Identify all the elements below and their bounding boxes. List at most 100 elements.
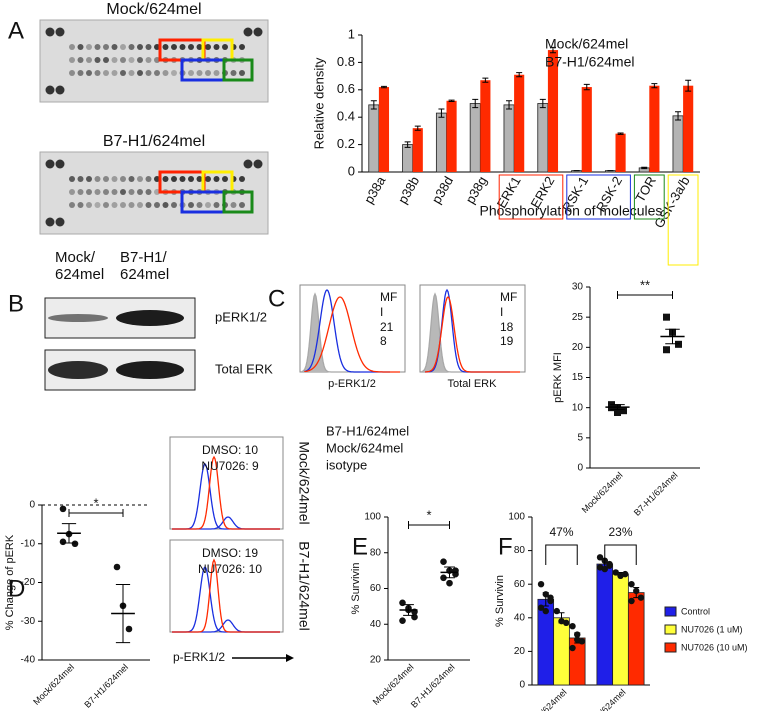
label: DMSO: 10	[202, 443, 258, 457]
data-point	[440, 574, 447, 582]
spot	[145, 176, 152, 182]
data-point	[547, 594, 554, 601]
spot	[213, 44, 220, 50]
bar	[503, 104, 515, 173]
spot	[111, 189, 118, 195]
highlight-box	[222, 190, 254, 214]
bar	[649, 85, 660, 172]
y-tick-label: 15	[572, 372, 584, 383]
x-tick-label: p38b	[395, 174, 422, 207]
spot	[55, 85, 65, 95]
band	[48, 314, 108, 322]
data-point	[606, 562, 613, 569]
bar	[672, 115, 684, 173]
label: NU7026: 9	[201, 459, 259, 473]
y-tick-label: 1	[348, 26, 355, 41]
error-bar	[482, 77, 489, 83]
panel-letter: A	[8, 17, 24, 44]
y-tick-label: 25	[572, 312, 584, 323]
spot	[94, 189, 101, 195]
spot	[128, 202, 135, 208]
label: 19	[500, 334, 514, 348]
spot	[128, 70, 135, 76]
spot	[154, 70, 160, 76]
data-point	[542, 607, 549, 615]
spot	[196, 70, 203, 76]
spot	[253, 159, 263, 169]
y-tick-label: -10	[21, 538, 36, 549]
panel-letter: C	[268, 285, 285, 312]
x-tick-label: Mock/624mel	[580, 470, 625, 515]
error-bar	[516, 72, 523, 78]
y-tick-label: 60	[370, 583, 382, 594]
legend-entry: Mock/624mel	[545, 36, 628, 52]
bar	[596, 563, 614, 686]
bracket	[545, 544, 578, 565]
legend-swatch	[664, 624, 677, 635]
data-point	[601, 565, 608, 573]
spot	[128, 44, 135, 50]
y-tick-label: 0	[348, 163, 355, 178]
annotation: 47%	[549, 525, 573, 539]
error-bar	[115, 583, 131, 644]
spot	[77, 44, 84, 50]
spot	[137, 202, 143, 208]
data-point	[563, 619, 570, 627]
y-tick-label: 0.8	[337, 54, 355, 69]
data-point	[125, 625, 133, 633]
spot	[239, 44, 245, 50]
data-point	[675, 340, 682, 348]
data-point	[399, 617, 406, 624]
bar	[378, 87, 390, 172]
label: MF	[380, 290, 397, 304]
spot	[111, 44, 118, 50]
error-bar	[539, 98, 546, 109]
bar	[612, 573, 629, 686]
spot	[179, 176, 186, 182]
y-tick-label: 40	[514, 612, 526, 623]
y-tick-label: 0	[577, 463, 583, 474]
spot	[162, 176, 169, 182]
panel-letter: B	[8, 290, 24, 317]
significance: *	[426, 507, 431, 522]
bar	[402, 144, 414, 173]
histogram-curve	[304, 296, 400, 373]
spot	[69, 189, 75, 195]
bar	[480, 80, 491, 172]
x-tick-label: Mock/624mel	[371, 662, 416, 707]
error-bar	[404, 141, 411, 148]
bar	[553, 617, 570, 686]
spot	[86, 70, 92, 76]
spot	[196, 176, 203, 182]
spot	[86, 44, 92, 50]
spot	[239, 176, 245, 182]
spot	[145, 189, 152, 195]
highlight-box	[498, 174, 564, 220]
data-point	[537, 581, 545, 588]
label: p-ERK1/2	[173, 650, 225, 664]
spot	[239, 202, 245, 208]
y-tick-label: 0	[519, 680, 525, 691]
bar	[683, 85, 694, 172]
legend-entry: Mock/624mel	[326, 440, 403, 455]
spot	[230, 202, 237, 208]
error-bar	[651, 83, 658, 89]
spot	[171, 70, 177, 76]
data-point	[553, 607, 560, 615]
label: p-ERK1/2	[328, 378, 376, 390]
spot	[222, 176, 228, 182]
spot	[94, 176, 101, 182]
spot	[86, 176, 92, 182]
x-tick-label: B7-H1/624mel	[82, 662, 130, 710]
y-tick-label: -30	[21, 616, 36, 627]
label: MF	[500, 290, 517, 304]
spot	[55, 217, 65, 227]
spot	[128, 57, 135, 63]
error-bar	[438, 108, 445, 118]
histogram-curve	[172, 558, 280, 633]
spot	[103, 176, 109, 182]
error-bar	[583, 83, 590, 91]
spot	[188, 44, 194, 50]
spot	[45, 217, 55, 227]
highlight-box	[633, 174, 665, 220]
